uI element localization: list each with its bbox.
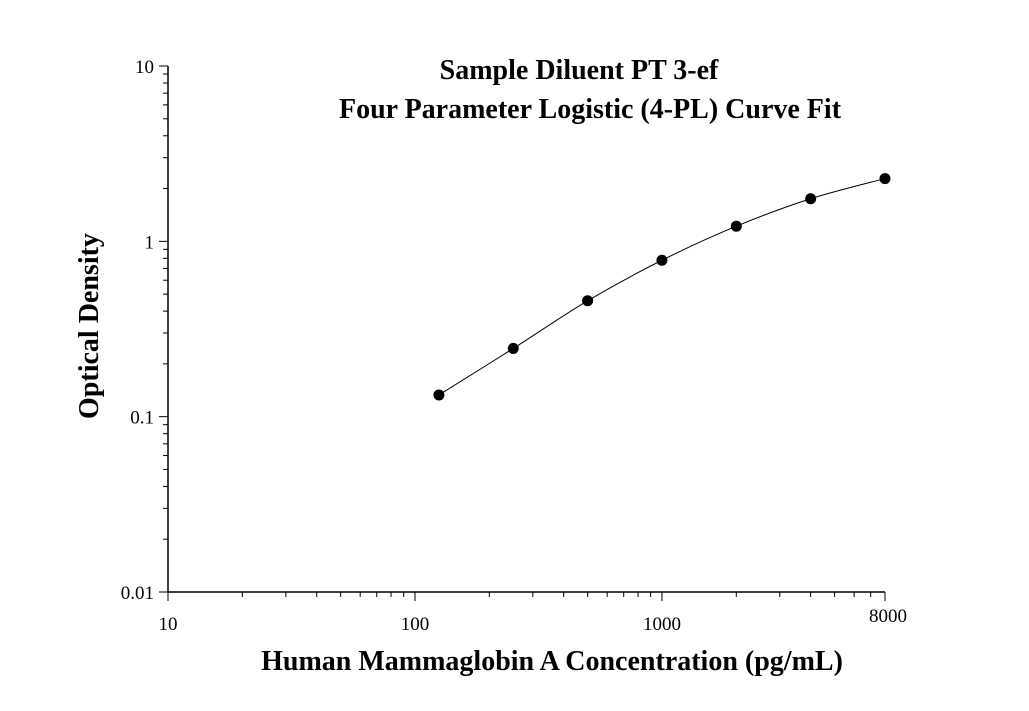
x-tick-label: 8000 [869, 606, 907, 627]
x-axis-title: Human Mammaglobin A Concentration (pg/mL… [261, 646, 843, 677]
x-axis-ticks: 10 100 1000 8000 [159, 592, 907, 635]
data-point [507, 342, 519, 354]
data-point [582, 295, 594, 307]
y-tick-label: 1 [145, 232, 155, 253]
data-point [879, 173, 891, 185]
data-point [805, 193, 817, 205]
data-point [433, 389, 445, 401]
y-tick-label: 10 [135, 57, 154, 78]
data-point [730, 220, 742, 232]
chart-title: Sample Diluent PT 3-ef [440, 55, 719, 86]
chart-subtitle: Four Parameter Logistic (4-PL) Curve Fit [339, 94, 842, 125]
y-axis-ticks: 10 1 0.1 0.01 [121, 57, 168, 604]
fit-curve-line [438, 178, 886, 396]
data-point [656, 254, 668, 266]
x-tick-label: 100 [401, 614, 430, 635]
data-points [433, 173, 891, 401]
y-tick-label: 0.01 [121, 583, 154, 604]
y-tick-label: 0.1 [130, 408, 154, 429]
x-tick-label: 1000 [643, 614, 681, 635]
y-axis-title: Optical Density [74, 233, 105, 419]
x-tick-label: 10 [159, 614, 178, 635]
